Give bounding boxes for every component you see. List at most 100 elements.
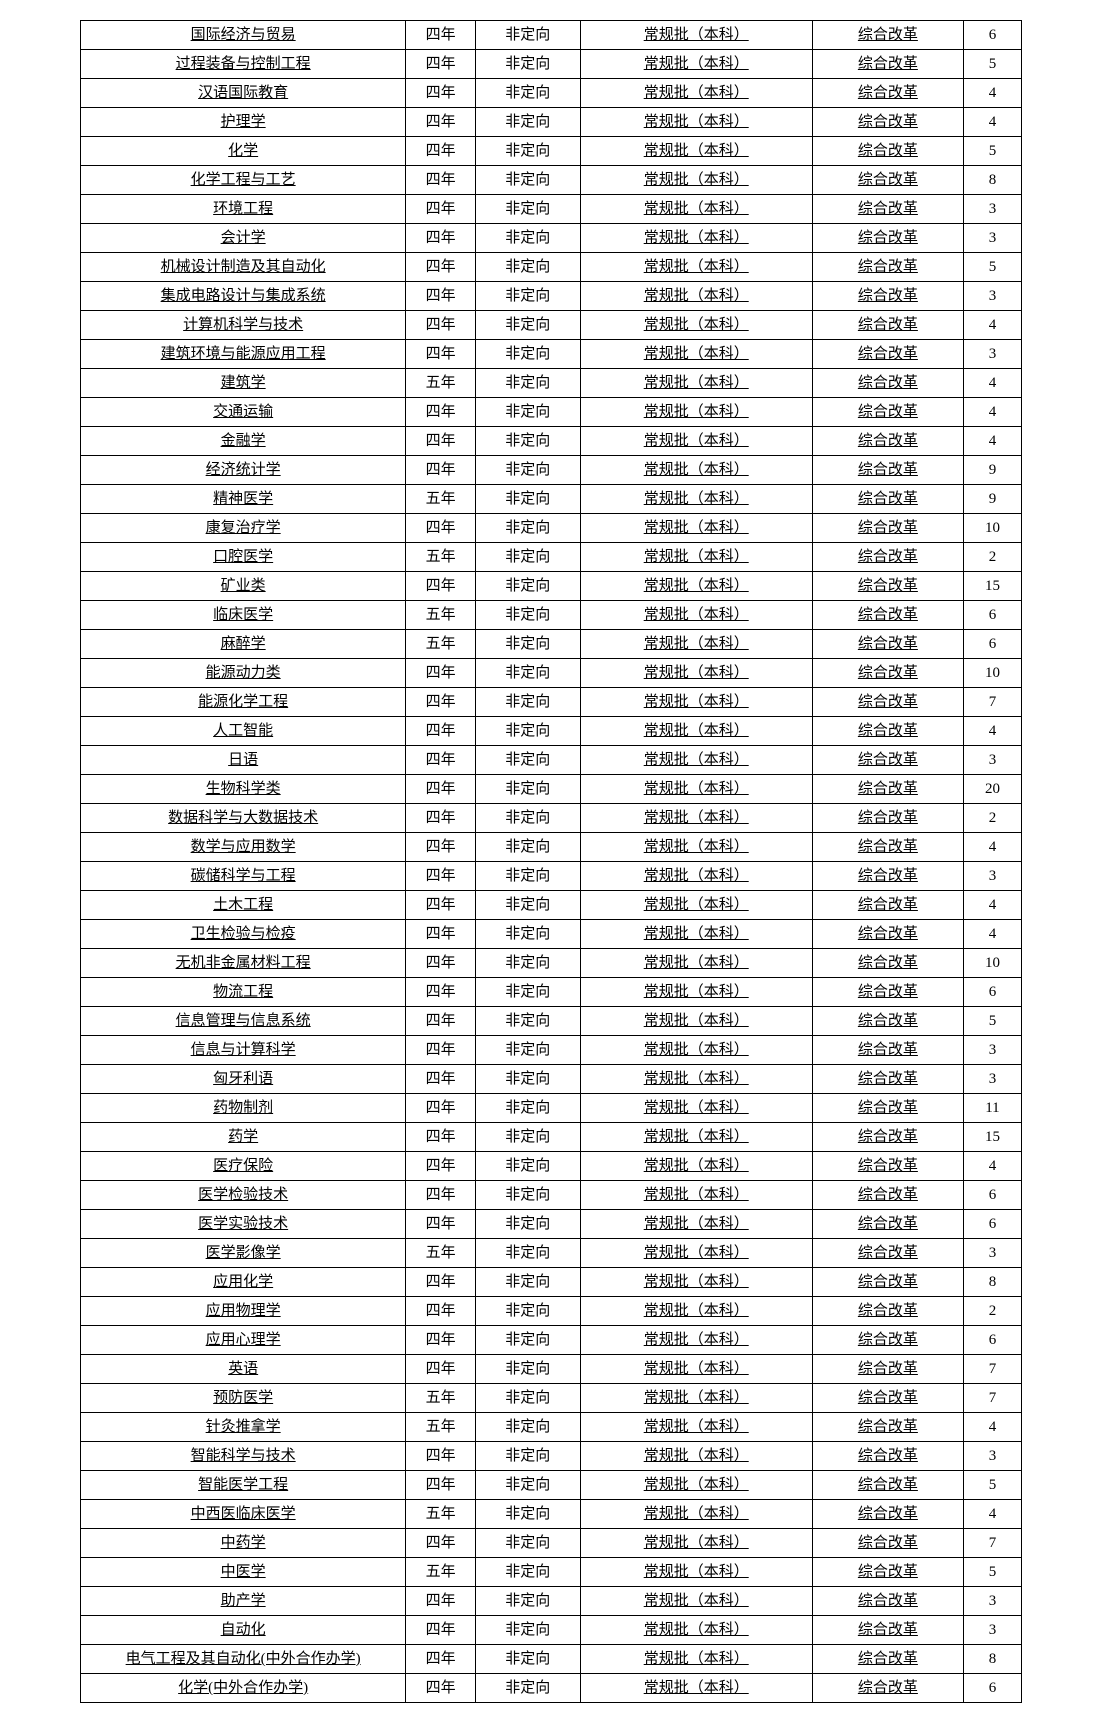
major-cell: 康复治疗学 [81,514,406,543]
table-row: 土木工程四年非定向常规批（本科）综合改革4 [81,891,1022,920]
years-cell: 四年 [406,1065,476,1094]
orient-cell: 非定向 [475,572,580,601]
orient-cell: 非定向 [475,1326,580,1355]
major-cell: 交通运输 [81,398,406,427]
reform-cell: 综合改革 [812,166,963,195]
table-row: 金融学四年非定向常规批（本科）综合改革4 [81,427,1022,456]
years-cell: 四年 [406,195,476,224]
batch-cell: 常规批（本科） [580,949,812,978]
years-cell: 五年 [406,1413,476,1442]
years-cell: 四年 [406,920,476,949]
batch-cell: 常规批（本科） [580,1094,812,1123]
reform-cell: 综合改革 [812,485,963,514]
table-row: 英语四年非定向常规批（本科）综合改革7 [81,1355,1022,1384]
orient-cell: 非定向 [475,775,580,804]
batch-cell: 常规批（本科） [580,340,812,369]
years-cell: 五年 [406,369,476,398]
batch-cell: 常规批（本科） [580,630,812,659]
table-row: 应用心理学四年非定向常规批（本科）综合改革6 [81,1326,1022,1355]
count-cell: 5 [963,1471,1021,1500]
years-cell: 四年 [406,572,476,601]
major-cell: 应用化学 [81,1268,406,1297]
reform-cell: 综合改革 [812,1094,963,1123]
reform-cell: 综合改革 [812,1065,963,1094]
orient-cell: 非定向 [475,1065,580,1094]
reform-cell: 综合改革 [812,1529,963,1558]
reform-cell: 综合改革 [812,398,963,427]
batch-cell: 常规批（本科） [580,746,812,775]
count-cell: 10 [963,949,1021,978]
years-cell: 四年 [406,688,476,717]
table-row: 中医学五年非定向常规批（本科）综合改革5 [81,1558,1022,1587]
years-cell: 四年 [406,224,476,253]
count-cell: 3 [963,282,1021,311]
count-cell: 11 [963,1094,1021,1123]
major-cell: 医学实验技术 [81,1210,406,1239]
batch-cell: 常规批（本科） [580,572,812,601]
orient-cell: 非定向 [475,253,580,282]
years-cell: 五年 [406,601,476,630]
reform-cell: 综合改革 [812,688,963,717]
reform-cell: 综合改革 [812,1558,963,1587]
reform-cell: 综合改革 [812,195,963,224]
table-row: 生物科学类四年非定向常规批（本科）综合改革20 [81,775,1022,804]
major-cell: 药物制剂 [81,1094,406,1123]
years-cell: 四年 [406,1123,476,1152]
major-cell: 环境工程 [81,195,406,224]
orient-cell: 非定向 [475,949,580,978]
count-cell: 4 [963,1500,1021,1529]
orient-cell: 非定向 [475,1645,580,1674]
years-cell: 四年 [406,775,476,804]
table-row: 预防医学五年非定向常规批（本科）综合改革7 [81,1384,1022,1413]
count-cell: 15 [963,1123,1021,1152]
orient-cell: 非定向 [475,340,580,369]
reform-cell: 综合改革 [812,79,963,108]
major-cell: 药学 [81,1123,406,1152]
count-cell: 4 [963,920,1021,949]
table-row: 机械设计制造及其自动化四年非定向常规批（本科）综合改革5 [81,253,1022,282]
major-cell: 中药学 [81,1529,406,1558]
table-row: 中西医临床医学五年非定向常规批（本科）综合改革4 [81,1500,1022,1529]
reform-cell: 综合改革 [812,311,963,340]
count-cell: 3 [963,1239,1021,1268]
major-cell: 中西医临床医学 [81,1500,406,1529]
table-row: 电气工程及其自动化(中外合作办学)四年非定向常规批（本科）综合改革8 [81,1645,1022,1674]
orient-cell: 非定向 [475,1297,580,1326]
count-cell: 10 [963,514,1021,543]
years-cell: 四年 [406,253,476,282]
years-cell: 四年 [406,862,476,891]
orient-cell: 非定向 [475,1007,580,1036]
major-cell: 能源动力类 [81,659,406,688]
batch-cell: 常规批（本科） [580,137,812,166]
major-cell: 医学影像学 [81,1239,406,1268]
batch-cell: 常规批（本科） [580,1326,812,1355]
count-cell: 3 [963,195,1021,224]
table-row: 医学影像学五年非定向常规批（本科）综合改革3 [81,1239,1022,1268]
table-row: 中药学四年非定向常规批（本科）综合改革7 [81,1529,1022,1558]
batch-cell: 常规批（本科） [580,398,812,427]
reform-cell: 综合改革 [812,1616,963,1645]
major-cell: 建筑环境与能源应用工程 [81,340,406,369]
table-row: 经济统计学四年非定向常规批（本科）综合改革9 [81,456,1022,485]
major-cell: 助产学 [81,1587,406,1616]
count-cell: 2 [963,543,1021,572]
count-cell: 2 [963,804,1021,833]
years-cell: 四年 [406,79,476,108]
major-cell: 土木工程 [81,891,406,920]
table-row: 汉语国际教育四年非定向常规批（本科）综合改革4 [81,79,1022,108]
orient-cell: 非定向 [475,1674,580,1703]
reform-cell: 综合改革 [812,601,963,630]
batch-cell: 常规批（本科） [580,195,812,224]
reform-cell: 综合改革 [812,949,963,978]
years-cell: 四年 [406,1268,476,1297]
major-cell: 日语 [81,746,406,775]
table-row: 能源动力类四年非定向常规批（本科）综合改革10 [81,659,1022,688]
table-row: 精神医学五年非定向常规批（本科）综合改革9 [81,485,1022,514]
years-cell: 四年 [406,1007,476,1036]
table-row: 能源化学工程四年非定向常规批（本科）综合改革7 [81,688,1022,717]
batch-cell: 常规批（本科） [580,1239,812,1268]
table-row: 匈牙利语四年非定向常规批（本科）综合改革3 [81,1065,1022,1094]
table-row: 无机非金属材料工程四年非定向常规批（本科）综合改革10 [81,949,1022,978]
orient-cell: 非定向 [475,50,580,79]
years-cell: 四年 [406,1645,476,1674]
